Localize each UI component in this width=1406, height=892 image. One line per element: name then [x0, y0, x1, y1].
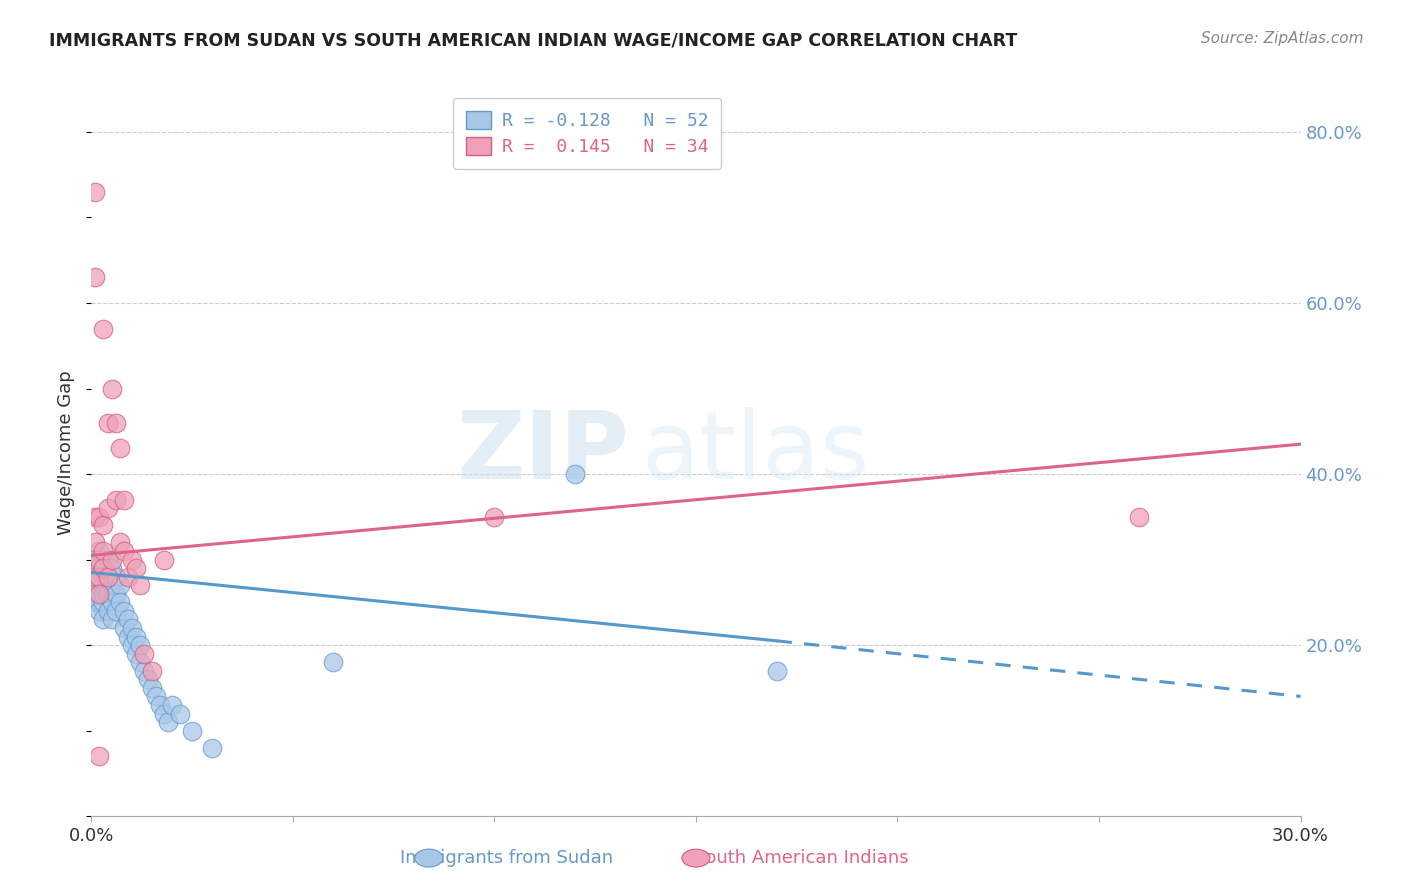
Point [89, 509, 111, 524]
Point [89, 587, 111, 601]
Point [104, 604, 127, 618]
Point [125, 561, 148, 575]
Point [96, 570, 118, 584]
Point [108, 535, 131, 549]
Point [141, 664, 163, 678]
Point [128, 578, 150, 592]
Point [181, 723, 204, 738]
Point [149, 698, 172, 712]
Point [100, 612, 122, 626]
Point [117, 630, 139, 644]
Point [89, 544, 111, 558]
Point [89, 570, 111, 584]
Point [117, 570, 139, 584]
Text: IMMIGRANTS FROM SUDAN VS SOUTH AMERICAN INDIAN WAGE/INCOME GAP CORRELATION CHART: IMMIGRANTS FROM SUDAN VS SOUTH AMERICAN … [49, 31, 1018, 49]
Point [96, 416, 118, 430]
Point [112, 544, 135, 558]
Point [100, 552, 122, 566]
Point [104, 416, 127, 430]
Y-axis label: Wage/Income Gap: Wage/Income Gap [58, 370, 76, 535]
Text: ZIP: ZIP [457, 407, 630, 499]
Legend: R = -0.128   N = 52, R =  0.145   N = 34: R = -0.128 N = 52, R = 0.145 N = 34 [453, 98, 721, 169]
Point [1128, 509, 1150, 524]
Point [108, 595, 131, 609]
Point [141, 681, 163, 695]
Point [100, 561, 122, 575]
Point [89, 570, 111, 584]
Point [160, 698, 183, 712]
Point [84, 595, 107, 609]
Point [96, 570, 118, 584]
Point [128, 655, 150, 669]
Text: South American Indians: South American Indians [695, 849, 908, 867]
Point [112, 492, 135, 507]
Point [132, 647, 155, 661]
Point [104, 587, 127, 601]
Point [121, 638, 143, 652]
Point [145, 690, 167, 704]
Point [104, 492, 127, 507]
Point [153, 552, 176, 566]
Point [564, 467, 586, 481]
Point [93, 578, 115, 592]
Point [100, 578, 122, 592]
Point [84, 570, 107, 584]
Point [84, 270, 107, 285]
Point [84, 552, 107, 566]
Point [104, 570, 127, 584]
Point [125, 647, 148, 661]
Point [89, 595, 111, 609]
Point [484, 509, 506, 524]
Point [93, 587, 115, 601]
Point [112, 621, 135, 635]
Point [84, 578, 107, 592]
Point [93, 518, 115, 533]
Point [322, 655, 344, 669]
Point [89, 552, 111, 566]
Point [93, 595, 115, 609]
Point [93, 544, 115, 558]
Point [96, 587, 118, 601]
Point [84, 535, 107, 549]
Point [100, 595, 122, 609]
Point [84, 509, 107, 524]
Text: atlas: atlas [641, 407, 870, 499]
Point [108, 442, 131, 456]
Point [112, 604, 135, 618]
Point [108, 578, 131, 592]
Point [125, 630, 148, 644]
Point [93, 561, 115, 575]
Point [93, 321, 115, 335]
Point [765, 664, 787, 678]
Point [121, 621, 143, 635]
Point [89, 604, 111, 618]
Point [96, 552, 118, 566]
Point [153, 706, 176, 721]
Point [96, 501, 118, 516]
Point [117, 612, 139, 626]
Point [89, 749, 111, 764]
Point [96, 604, 118, 618]
Point [136, 673, 159, 687]
Point [93, 612, 115, 626]
Point [84, 570, 107, 584]
Point [201, 740, 224, 755]
Point [121, 552, 143, 566]
Point [100, 382, 122, 396]
Text: Source: ZipAtlas.com: Source: ZipAtlas.com [1201, 31, 1364, 46]
Point [89, 587, 111, 601]
Point [84, 185, 107, 199]
Point [156, 715, 179, 730]
Point [132, 664, 155, 678]
Text: Immigrants from Sudan: Immigrants from Sudan [399, 849, 613, 867]
Point [128, 638, 150, 652]
Point [89, 561, 111, 575]
Point [93, 561, 115, 575]
Point [169, 706, 191, 721]
